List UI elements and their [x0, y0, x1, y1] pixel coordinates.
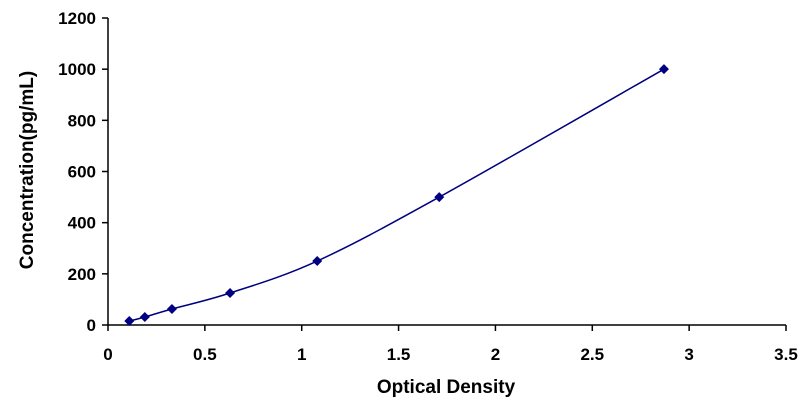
y-tick-label: 400	[68, 214, 96, 233]
y-tick-label: 200	[68, 265, 96, 284]
standard-curve-line	[129, 68, 665, 322]
x-tick-label: 3.5	[774, 345, 798, 364]
x-tick-label: 3	[684, 345, 693, 364]
x-tick-label: 2	[491, 345, 500, 364]
data-points	[124, 64, 669, 327]
data-point	[124, 316, 135, 327]
data-point	[166, 304, 177, 315]
y-tick-label: 0	[87, 316, 96, 335]
x-tick-label: 1.5	[387, 345, 411, 364]
data-point	[658, 64, 669, 75]
y-tick-label: 1000	[58, 60, 96, 79]
y-tick-label: 1200	[58, 9, 96, 28]
data-point	[139, 312, 150, 323]
y-ticks: 0 200 400 600 800 1000 1200	[58, 9, 108, 335]
axes	[107, 18, 786, 326]
x-tick-label: 0	[103, 345, 112, 364]
y-axis-title: Concentration(pg/mL)	[17, 71, 38, 269]
x-tick-label: 2.5	[580, 345, 604, 364]
x-ticks: 0 0.5 1 1.5 2 2.5 3 3.5	[103, 325, 798, 364]
data-point	[225, 288, 236, 299]
y-tick-label: 600	[68, 163, 96, 182]
x-tick-label: 0.5	[193, 345, 217, 364]
data-point	[434, 192, 445, 203]
data-point	[312, 256, 323, 267]
x-tick-label: 1	[297, 345, 306, 364]
y-tick-label: 800	[68, 111, 96, 130]
x-axis-title: Optical Density	[377, 377, 516, 398]
